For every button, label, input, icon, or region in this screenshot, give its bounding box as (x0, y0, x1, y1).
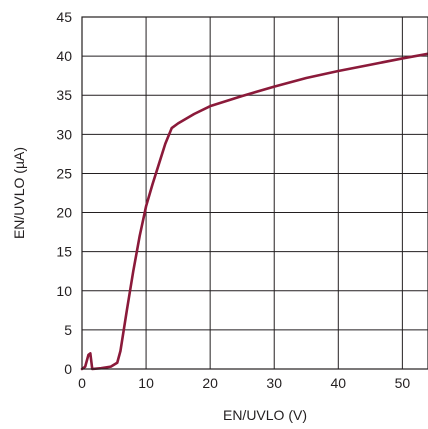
x-tick-label-50: 50 (395, 375, 411, 391)
series-line-0 (80, 52, 428, 371)
series-layer (80, 52, 428, 371)
x-tick-label-0: 0 (78, 375, 86, 391)
y-tick-label-10: 10 (56, 283, 72, 299)
y-tick-label-15: 15 (56, 244, 72, 260)
grid-lines (82, 17, 428, 369)
x-tick-label-10: 10 (138, 375, 154, 391)
y-tick-label-0: 0 (64, 361, 72, 377)
x-axis-title: EN/UVLO (V) (223, 407, 307, 423)
y-tick-label-30: 30 (56, 126, 72, 142)
y-axis-title: EN/UVLO (µA) (11, 147, 27, 239)
y-tick-label-5: 5 (64, 322, 72, 338)
y-tick-label-35: 35 (56, 87, 72, 103)
y-tick-labels: 0 5 10 15 20 25 30 35 40 45 (56, 9, 72, 377)
y-tick-label-25: 25 (56, 165, 72, 181)
x-tick-labels: 0 10 20 30 40 50 (78, 375, 410, 391)
plot-frame (81, 16, 428, 370)
x-tick-label-40: 40 (331, 375, 347, 391)
y-tick-label-20: 20 (56, 205, 72, 221)
y-tick-label-45: 45 (56, 9, 72, 25)
x-tick-label-30: 30 (266, 375, 282, 391)
x-tick-label-20: 20 (202, 375, 218, 391)
y-tick-label-40: 40 (56, 48, 72, 64)
